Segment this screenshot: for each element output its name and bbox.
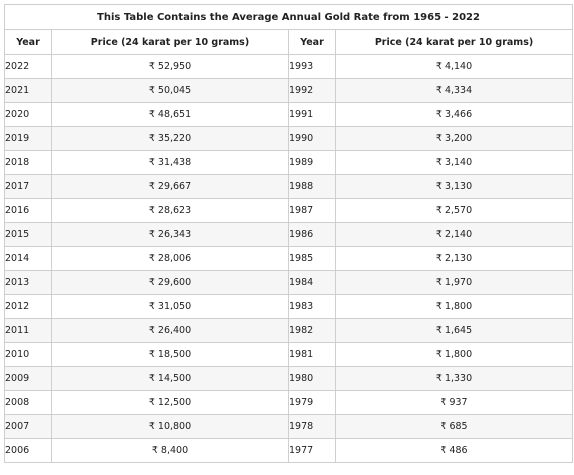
year-right-cell: 1993 — [288, 54, 336, 79]
year-left-cell: 2017 — [4, 174, 52, 199]
year-right-cell: 1988 — [288, 174, 336, 199]
price-header-left: Price (24 karat per 10 grams) — [51, 29, 289, 55]
year-left-cell: 2012 — [4, 294, 52, 319]
year-left-cell: 2020 — [4, 102, 52, 127]
price-right-cell: ₹ 685 — [334, 414, 574, 439]
price-left-cell: ₹ 31,050 — [51, 294, 289, 319]
table-row: 2016 ₹ 28,623 1987 ₹ 2,570 — [4, 198, 574, 223]
price-left-cell: ₹ 50,045 — [51, 78, 289, 103]
price-left-cell: ₹ 29,667 — [51, 174, 289, 199]
table-row: 2018 ₹ 31,438 1989 ₹ 3,140 — [4, 150, 574, 175]
price-left-cell: ₹ 28,623 — [51, 198, 289, 223]
table-row: 2019 ₹ 35,220 1990 ₹ 3,200 — [4, 126, 574, 151]
table-row: 2017 ₹ 29,667 1988 ₹ 3,130 — [4, 174, 574, 199]
year-left-cell: 2014 — [4, 246, 52, 271]
year-right-cell: 1981 — [288, 342, 336, 367]
table-row: 2021 ₹ 50,045 1992 ₹ 4,334 — [4, 78, 574, 103]
price-right-cell: ₹ 1,970 — [334, 270, 574, 295]
price-left-cell: ₹ 8,400 — [51, 438, 289, 463]
year-left-cell: 2006 — [4, 438, 52, 463]
table-row: 2011 ₹ 26,400 1982 ₹ 1,645 — [4, 318, 574, 343]
year-left-cell: 2009 — [4, 366, 52, 391]
price-left-cell: ₹ 28,006 — [51, 246, 289, 271]
price-left-cell: ₹ 35,220 — [51, 126, 289, 151]
table-row: 2014 ₹ 28,006 1985 ₹ 2,130 — [4, 246, 574, 271]
table-row: 2020 ₹ 48,651 1991 ₹ 3,466 — [4, 102, 574, 127]
price-left-cell: ₹ 31,438 — [51, 150, 289, 175]
table-row: 2009 ₹ 14,500 1980 ₹ 1,330 — [4, 366, 574, 391]
price-right-cell: ₹ 3,466 — [334, 102, 574, 127]
price-right-cell: ₹ 1,800 — [334, 294, 574, 319]
year-right-cell: 1987 — [288, 198, 336, 223]
price-header-right: Price (24 karat per 10 grams) — [334, 29, 574, 55]
table-row: 2013 ₹ 29,600 1984 ₹ 1,970 — [4, 270, 574, 295]
price-right-cell: ₹ 937 — [334, 390, 574, 415]
price-left-cell: ₹ 14,500 — [51, 366, 289, 391]
year-left-cell: 2018 — [4, 150, 52, 175]
year-right-cell: 1984 — [288, 270, 336, 295]
year-right-cell: 1977 — [288, 438, 336, 463]
year-left-cell: 2007 — [4, 414, 52, 439]
year-header-left: Year — [4, 29, 52, 55]
price-right-cell: ₹ 486 — [334, 438, 574, 463]
year-left-cell: 2015 — [4, 222, 52, 247]
price-right-cell: ₹ 4,334 — [334, 78, 574, 103]
price-left-cell: ₹ 29,600 — [51, 270, 289, 295]
price-right-cell: ₹ 3,130 — [334, 174, 574, 199]
price-right-cell: ₹ 1,800 — [334, 342, 574, 367]
price-right-cell: ₹ 2,570 — [334, 198, 574, 223]
price-right-cell: ₹ 1,330 — [334, 366, 574, 391]
year-right-cell: 1990 — [288, 126, 336, 151]
year-right-cell: 1983 — [288, 294, 336, 319]
price-left-cell: ₹ 26,400 — [51, 318, 289, 343]
year-left-cell: 2021 — [4, 78, 52, 103]
year-right-cell: 1985 — [288, 246, 336, 271]
year-right-cell: 1986 — [288, 222, 336, 247]
price-left-cell: ₹ 12,500 — [51, 390, 289, 415]
price-left-cell: ₹ 10,800 — [51, 414, 289, 439]
table-row: 2007 ₹ 10,800 1978 ₹ 685 — [4, 414, 574, 439]
year-left-cell: 2011 — [4, 318, 52, 343]
year-right-cell: 1978 — [288, 414, 336, 439]
year-right-cell: 1991 — [288, 102, 336, 127]
price-left-cell: ₹ 48,651 — [51, 102, 289, 127]
table-row: 2015 ₹ 26,343 1986 ₹ 2,140 — [4, 222, 574, 247]
year-left-cell: 2008 — [4, 390, 52, 415]
year-right-cell: 1982 — [288, 318, 336, 343]
year-right-cell: 1992 — [288, 78, 336, 103]
year-right-cell: 1980 — [288, 366, 336, 391]
price-right-cell: ₹ 2,130 — [334, 246, 574, 271]
price-left-cell: ₹ 26,343 — [51, 222, 289, 247]
price-right-cell: ₹ 1,645 — [334, 318, 574, 343]
price-left-cell: ₹ 52,950 — [51, 54, 289, 79]
table-row: 2022 ₹ 52,950 1993 ₹ 4,140 — [4, 54, 574, 79]
table-row: 2010 ₹ 18,500 1981 ₹ 1,800 — [4, 342, 574, 367]
year-left-cell: 2022 — [4, 54, 52, 79]
year-right-cell: 1979 — [288, 390, 336, 415]
table-row: 2008 ₹ 12,500 1979 ₹ 937 — [4, 390, 574, 415]
year-header-right: Year — [288, 29, 336, 55]
price-right-cell: ₹ 3,140 — [334, 150, 574, 175]
price-right-cell: ₹ 2,140 — [334, 222, 574, 247]
year-right-cell: 1989 — [288, 150, 336, 175]
price-right-cell: ₹ 4,140 — [334, 54, 574, 79]
year-left-cell: 2019 — [4, 126, 52, 151]
price-left-cell: ₹ 18,500 — [51, 342, 289, 367]
year-left-cell: 2010 — [4, 342, 52, 367]
price-right-cell: ₹ 3,200 — [334, 126, 574, 151]
gold-rate-table: This Table Contains the Average Annual G… — [3, 4, 574, 463]
header-row: Year Price (24 karat per 10 grams) Year … — [4, 29, 574, 55]
year-left-cell: 2013 — [4, 270, 52, 295]
table-row: 2006 ₹ 8,400 1977 ₹ 486 — [4, 438, 574, 463]
table-row: 2012 ₹ 31,050 1983 ₹ 1,800 — [4, 294, 574, 319]
table-title: This Table Contains the Average Annual G… — [3, 4, 574, 30]
year-left-cell: 2016 — [4, 198, 52, 223]
